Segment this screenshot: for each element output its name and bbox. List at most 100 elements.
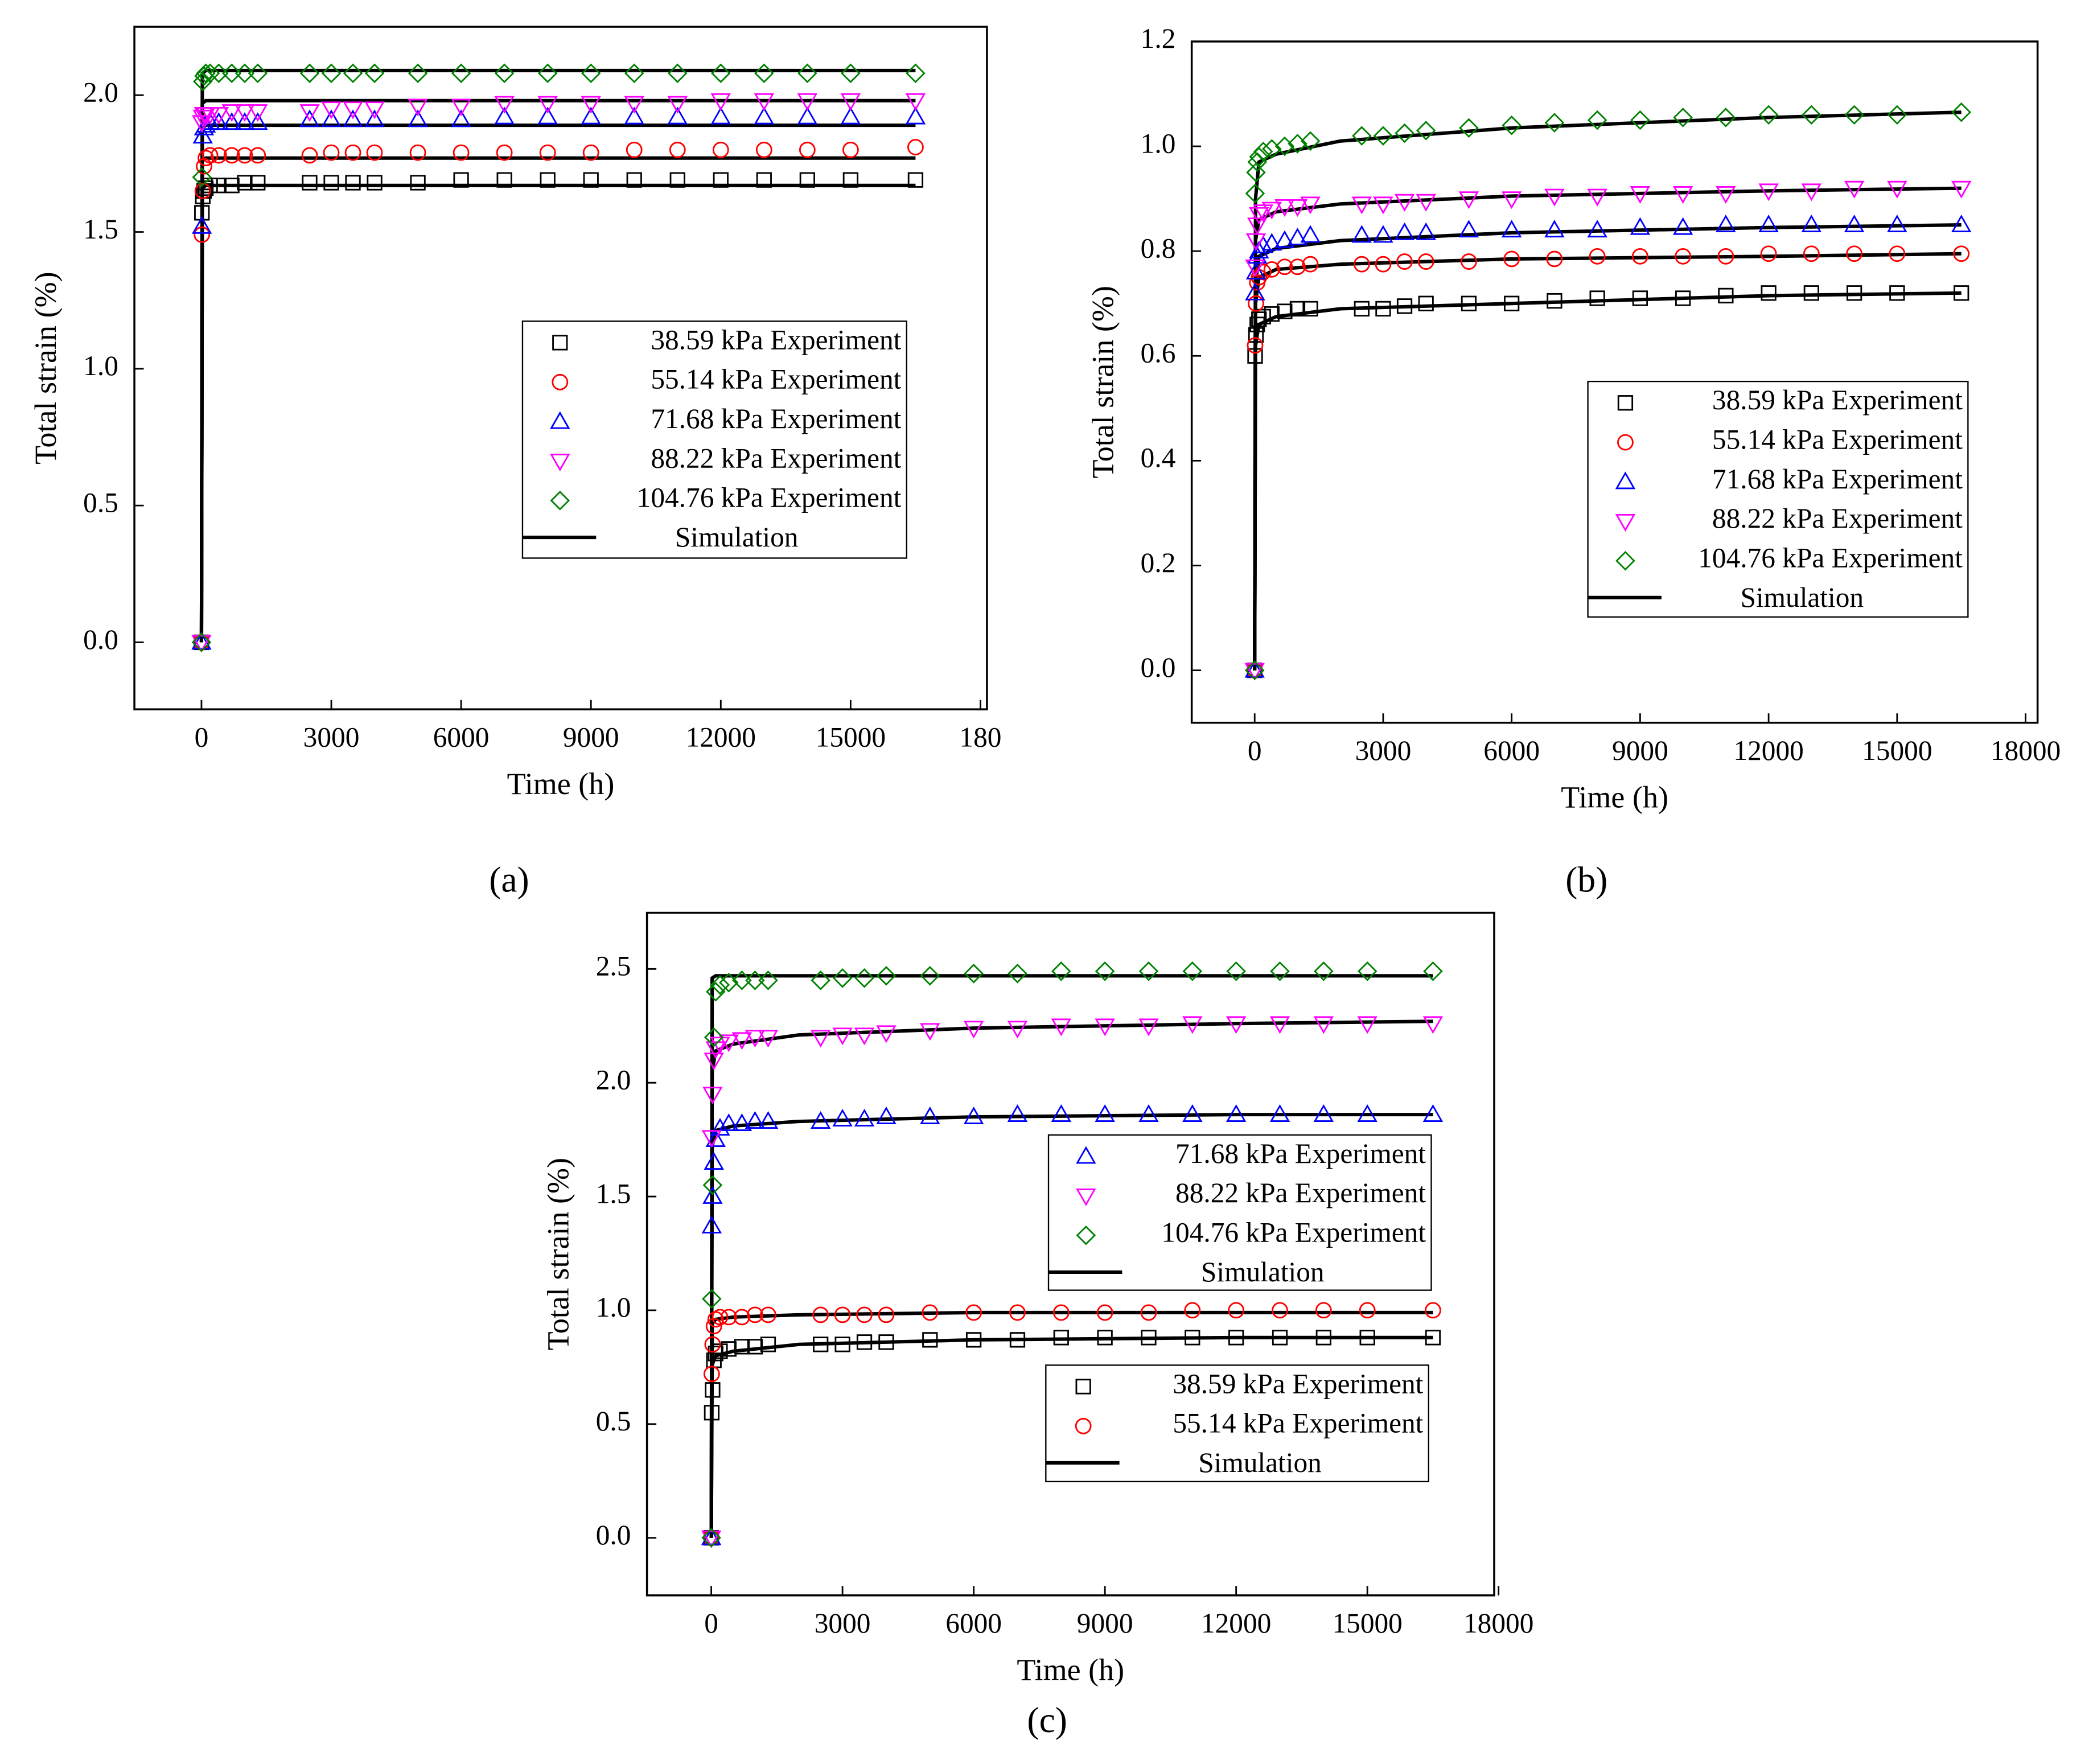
marker bbox=[1716, 108, 1736, 128]
y-tick-label: 1.0 bbox=[1141, 128, 1176, 159]
marker bbox=[299, 63, 320, 84]
marker bbox=[1546, 250, 1563, 268]
marker bbox=[1357, 961, 1377, 981]
marker bbox=[1416, 222, 1436, 240]
marker bbox=[1617, 395, 1634, 411]
marker bbox=[754, 106, 775, 125]
marker bbox=[248, 63, 268, 84]
marker bbox=[1951, 214, 1972, 232]
marker bbox=[1277, 303, 1293, 319]
marker bbox=[704, 1027, 724, 1047]
marker bbox=[496, 144, 513, 161]
marker bbox=[1300, 131, 1321, 151]
marker bbox=[1263, 261, 1280, 278]
legend-label: 38.59 kPa Experiment bbox=[1712, 384, 1963, 416]
marker bbox=[1075, 1379, 1091, 1395]
marker bbox=[854, 968, 874, 988]
marker bbox=[301, 147, 318, 164]
marker bbox=[701, 1215, 722, 1233]
marker bbox=[760, 1306, 776, 1323]
marker bbox=[250, 175, 266, 191]
marker bbox=[760, 1337, 776, 1352]
marker bbox=[964, 964, 984, 984]
marker bbox=[1287, 199, 1308, 217]
marker bbox=[1249, 316, 1265, 332]
marker bbox=[539, 144, 556, 161]
panel-label: (b) bbox=[1565, 859, 1607, 899]
marker bbox=[343, 101, 363, 120]
marker bbox=[1302, 256, 1319, 273]
marker bbox=[1097, 1330, 1113, 1346]
marker bbox=[756, 172, 772, 188]
marker bbox=[364, 109, 385, 128]
marker bbox=[834, 1337, 850, 1352]
marker bbox=[321, 101, 342, 120]
marker bbox=[1255, 264, 1272, 281]
marker bbox=[705, 1382, 721, 1398]
marker bbox=[1276, 258, 1293, 276]
marker bbox=[1617, 434, 1634, 451]
legend-label: 71.68 kPa Experiment bbox=[1175, 1138, 1426, 1169]
marker bbox=[710, 975, 730, 995]
marker bbox=[1373, 126, 1393, 146]
marker bbox=[745, 1111, 766, 1129]
marker bbox=[1253, 141, 1273, 162]
marker bbox=[1302, 301, 1318, 317]
marker bbox=[1248, 327, 1264, 343]
marker bbox=[1951, 102, 1971, 122]
marker bbox=[1228, 1330, 1244, 1346]
marker bbox=[1501, 220, 1522, 238]
marker bbox=[1247, 337, 1264, 354]
marker bbox=[582, 144, 599, 161]
marker bbox=[745, 971, 765, 990]
marker bbox=[754, 63, 774, 84]
marker bbox=[701, 1530, 722, 1548]
marker bbox=[878, 1334, 894, 1350]
legend-label: 38.59 kPa Experiment bbox=[1173, 1368, 1423, 1399]
marker bbox=[624, 96, 644, 114]
marker bbox=[1718, 287, 1734, 304]
marker bbox=[1051, 961, 1071, 981]
marker bbox=[1351, 225, 1372, 243]
marker bbox=[1076, 1225, 1096, 1245]
marker bbox=[702, 1175, 723, 1195]
marker bbox=[1672, 186, 1693, 204]
marker bbox=[745, 1030, 766, 1048]
x-tick-label: 12000 bbox=[1733, 735, 1803, 766]
marker bbox=[799, 141, 816, 158]
legend-label: 55.14 kPa Experiment bbox=[1173, 1408, 1423, 1439]
marker bbox=[701, 1527, 722, 1545]
marker bbox=[1245, 282, 1265, 301]
marker bbox=[701, 1528, 721, 1548]
marker bbox=[731, 1032, 753, 1050]
marker bbox=[1138, 1104, 1159, 1122]
marker bbox=[840, 106, 861, 125]
marker bbox=[1313, 1104, 1334, 1122]
plot-frame bbox=[645, 911, 1495, 1597]
marker bbox=[235, 112, 255, 130]
panel-label: (a) bbox=[489, 859, 529, 899]
marker bbox=[1289, 258, 1306, 276]
marker bbox=[1846, 245, 1862, 262]
marker bbox=[667, 106, 688, 125]
marker bbox=[1954, 285, 1969, 301]
marker bbox=[537, 63, 558, 84]
marker bbox=[1758, 183, 1779, 202]
marker bbox=[1245, 183, 1265, 204]
marker bbox=[408, 63, 428, 84]
marker bbox=[323, 175, 339, 191]
y-tick-label: 1.2 bbox=[1141, 23, 1176, 54]
marker bbox=[194, 182, 211, 199]
marker bbox=[920, 966, 940, 986]
marker bbox=[905, 106, 926, 125]
marker bbox=[1244, 660, 1265, 680]
y-axis-title: Total strain (%) bbox=[541, 1158, 575, 1350]
marker bbox=[1359, 1330, 1375, 1346]
marker bbox=[1052, 1304, 1070, 1321]
marker bbox=[1226, 1016, 1247, 1034]
marker bbox=[550, 454, 570, 472]
marker bbox=[1095, 961, 1115, 981]
marker bbox=[191, 632, 212, 650]
